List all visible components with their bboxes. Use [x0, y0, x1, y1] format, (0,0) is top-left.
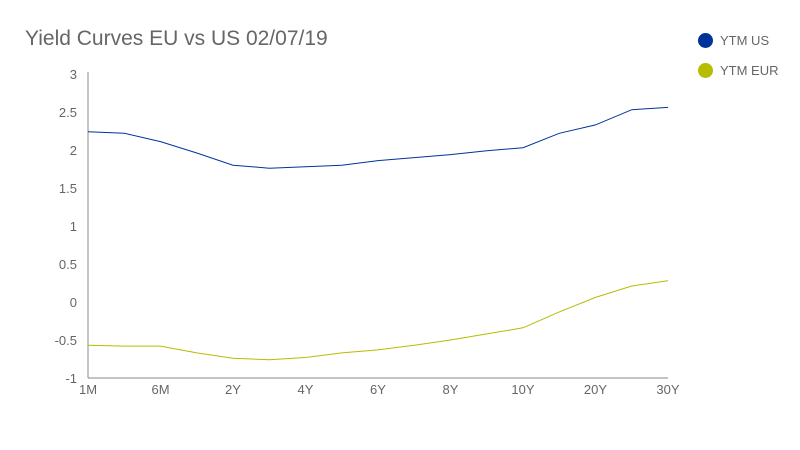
series-layer: [87, 106, 669, 361]
x-axis-ticks: 1M 6M 2Y 4Y 6Y 8Y 10Y 20Y 30Y: [79, 382, 680, 397]
x-tick-label: 2Y: [225, 382, 241, 397]
x-tick-label: 6Y: [370, 382, 386, 397]
series-line-ytm-eur: [87, 280, 669, 361]
series-line-ytm-us: [87, 106, 669, 169]
chart-title: Yield Curves EU vs US 02/07/19: [25, 27, 328, 50]
y-tick-label: 0.5: [59, 257, 77, 272]
y-tick-label: 1: [70, 219, 77, 234]
legend-label: YTM US: [720, 32, 770, 48]
x-tick-label: 10Y: [511, 382, 534, 397]
x-tick-label: 8Y: [443, 382, 459, 397]
legend-label: YTM EUR: [720, 62, 779, 78]
y-tick-label: 3: [70, 67, 77, 82]
x-tick-label: 4Y: [298, 382, 314, 397]
x-tick-label: 6M: [151, 382, 169, 397]
x-tick-label: 1M: [79, 382, 97, 397]
legend-item-ytm-us[interactable]: YTM US: [698, 25, 779, 55]
legend: YTM US YTM EUR: [698, 25, 779, 85]
legend-marker-icon: [698, 62, 713, 78]
y-axis-ticks: 3 2.5 2 1.5 1 0.5 0 -0.5 -1: [55, 67, 77, 386]
y-tick-label: 0: [70, 295, 77, 310]
x-tick-label: 20Y: [584, 382, 607, 397]
x-tick-label: 30Y: [656, 382, 679, 397]
y-tick-label: 1.5: [59, 181, 77, 196]
y-tick-label: -0.5: [55, 333, 77, 348]
legend-marker-icon: [698, 32, 713, 48]
y-tick-label: 2.5: [59, 105, 77, 120]
legend-item-ytm-eur[interactable]: YTM EUR: [698, 55, 779, 85]
y-tick-label: -1: [65, 371, 77, 386]
y-tick-label: 2: [70, 143, 77, 158]
